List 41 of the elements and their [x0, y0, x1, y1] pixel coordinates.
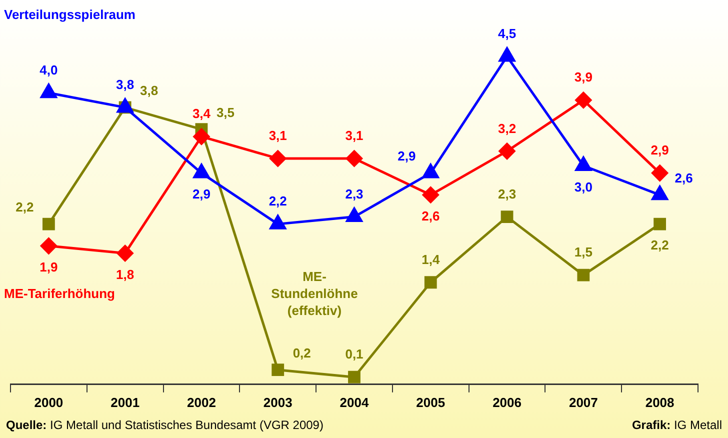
data-label: 3,9 — [574, 70, 592, 85]
data-label: 3,8 — [116, 77, 134, 92]
text: ME-Tariferhöhung — [4, 285, 115, 302]
source-note: Quelle: IG Metall und Statistisches Bundesamt (VGR 2009) — [6, 418, 324, 432]
data-label: 1,5 — [574, 244, 592, 260]
data-label: 4,0 — [40, 62, 58, 78]
x-tick-label: 2003 — [263, 394, 292, 410]
data-label: 0,1 — [345, 346, 364, 362]
data-label: 3,1 — [268, 128, 287, 144]
data-label: 2,6 — [674, 170, 693, 186]
data-label: 0,2 — [292, 345, 311, 360]
data-label: 3,8 — [140, 83, 158, 98]
x-tick-label: 2005 — [416, 394, 446, 410]
data-label: 2,2 — [268, 194, 287, 209]
data-label: 1,9 — [40, 260, 58, 275]
data-label: 2,2 — [650, 238, 669, 253]
data-label: 3,1 — [345, 128, 364, 144]
data-label: 4,5 — [498, 26, 516, 42]
data-label: 3,0 — [574, 179, 592, 194]
x-tick-label: 2004 — [340, 394, 370, 410]
data-label: 3,5 — [216, 104, 235, 120]
data-label: 2,6 — [422, 208, 440, 224]
data-label: 2,3 — [345, 186, 364, 202]
data-label: 2,9 — [192, 186, 211, 202]
data-label: 2,2 — [16, 200, 34, 215]
data-label: 3,2 — [498, 120, 516, 136]
data-label: 2,9 — [398, 148, 416, 164]
x-tick-label: 2000 — [34, 394, 64, 410]
x-tick-label: 2008 — [645, 394, 674, 410]
x-tick-label: 2002 — [187, 394, 216, 410]
text: Grafik: IG Metall — [632, 418, 722, 432]
data-label: 1,4 — [422, 252, 440, 267]
x-tick-label: 2007 — [568, 394, 598, 410]
data-label: 2,3 — [498, 186, 516, 202]
x-tick-label: 2001 — [110, 394, 140, 410]
data-label: 1,8 — [116, 266, 134, 282]
data-label: 3,4 — [192, 106, 212, 122]
series-label: ME-Stundenlöhne (effektiv) — [270, 268, 359, 319]
text: Verteilungsspielraum — [4, 6, 136, 23]
data-label: 2,9 — [650, 142, 669, 158]
x-tick-label: 2006 — [492, 394, 522, 410]
